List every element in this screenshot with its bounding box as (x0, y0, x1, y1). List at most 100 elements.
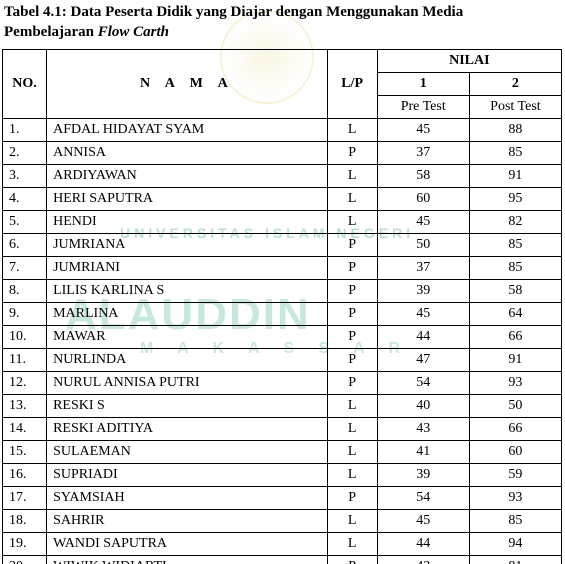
cell-lp: P (327, 486, 377, 509)
table-row: 11.NURLINDAP4791 (3, 348, 562, 371)
cell-nama: HERI SAPUTRA (47, 187, 328, 210)
cell-pretest: 40 (377, 394, 469, 417)
cell-posttest: 94 (469, 532, 561, 555)
table-row: 3.ARDIYAWANL5891 (3, 164, 562, 187)
cell-lp: L (327, 417, 377, 440)
table-head: NO. N A M A L/P NILAI 1 2 Pre Test Post … (3, 49, 562, 118)
cell-posttest: 93 (469, 371, 561, 394)
cell-pretest: 54 (377, 486, 469, 509)
cell-lp: P (327, 141, 377, 164)
cell-posttest: 50 (469, 394, 561, 417)
cell-nama: NURLINDA (47, 348, 328, 371)
cell-pretest: 54 (377, 371, 469, 394)
cell-posttest: 81 (469, 555, 561, 564)
cell-posttest: 58 (469, 279, 561, 302)
cell-nama: SUPRIADI (47, 463, 328, 486)
table-row: 17.SYAMSIAHP5493 (3, 486, 562, 509)
cell-nama: WIWIK WIDIARTI (47, 555, 328, 564)
cell-pretest: 37 (377, 141, 469, 164)
content: Tabel 4.1: Data Peserta Didik yang Diaja… (0, 0, 565, 564)
caption-line1: Tabel 4.1: Data Peserta Didik yang Diaja… (4, 4, 463, 20)
cell-no: 15. (3, 440, 47, 463)
table-row: 18.SAHRIRL4585 (3, 509, 562, 532)
header-nama: N A M A (47, 49, 328, 118)
cell-no: 2. (3, 141, 47, 164)
cell-nama: AFDAL HIDAYAT SYAM (47, 118, 328, 141)
cell-no: 19. (3, 532, 47, 555)
cell-nama: ARDIYAWAN (47, 164, 328, 187)
table-row: 8.LILIS KARLINA SP3958 (3, 279, 562, 302)
cell-no: 14. (3, 417, 47, 440)
data-table: NO. N A M A L/P NILAI 1 2 Pre Test Post … (2, 49, 562, 564)
cell-pretest: 45 (377, 118, 469, 141)
cell-posttest: 66 (469, 417, 561, 440)
table-row: 4.HERI SAPUTRAL6095 (3, 187, 562, 210)
table-row: 12.NURUL ANNISA PUTRIP5493 (3, 371, 562, 394)
cell-lp: P (327, 371, 377, 394)
cell-posttest: 95 (469, 187, 561, 210)
caption-line2-italic: Flow Carth (98, 24, 169, 40)
cell-pretest: 45 (377, 302, 469, 325)
cell-lp: L (327, 394, 377, 417)
cell-no: 1. (3, 118, 47, 141)
cell-pretest: 60 (377, 187, 469, 210)
cell-lp: P (327, 325, 377, 348)
header-nilai: NILAI (377, 49, 561, 72)
table-row: 10.MAWARP4466 (3, 325, 562, 348)
table-row: 2.ANNISAP3785 (3, 141, 562, 164)
table-row: 9.MARLINAP4564 (3, 302, 562, 325)
cell-no: 12. (3, 371, 47, 394)
cell-no: 11. (3, 348, 47, 371)
table-body: 1.AFDAL HIDAYAT SYAML45882.ANNISAP37853.… (3, 118, 562, 564)
cell-posttest: 85 (469, 233, 561, 256)
cell-no: 16. (3, 463, 47, 486)
cell-lp: P (327, 233, 377, 256)
header-posttest: Post Test (469, 95, 561, 118)
cell-posttest: 91 (469, 348, 561, 371)
cell-lp: L (327, 440, 377, 463)
cell-lp: P (327, 348, 377, 371)
cell-no: 8. (3, 279, 47, 302)
cell-pretest: 58 (377, 164, 469, 187)
cell-posttest: 85 (469, 141, 561, 164)
cell-posttest: 85 (469, 256, 561, 279)
cell-posttest: 60 (469, 440, 561, 463)
table-row: 16.SUPRIADIL3959 (3, 463, 562, 486)
cell-nama: JUMRIANI (47, 256, 328, 279)
table-row: 13.RESKI SL4050 (3, 394, 562, 417)
cell-no: 4. (3, 187, 47, 210)
cell-pretest: 43 (377, 555, 469, 564)
cell-lp: L (327, 210, 377, 233)
cell-posttest: 88 (469, 118, 561, 141)
caption-line2-plain: Pembelajaran (4, 24, 98, 40)
cell-pretest: 44 (377, 532, 469, 555)
cell-lp: L (327, 187, 377, 210)
cell-posttest: 85 (469, 509, 561, 532)
cell-lp: P (327, 256, 377, 279)
table-row: 5.HENDIL4582 (3, 210, 562, 233)
cell-pretest: 41 (377, 440, 469, 463)
cell-no: 20. (3, 555, 47, 564)
cell-lp: L (327, 532, 377, 555)
cell-nama: RESKI ADITIYA (47, 417, 328, 440)
cell-pretest: 44 (377, 325, 469, 348)
header-lp: L/P (327, 49, 377, 118)
table-row: 1.AFDAL HIDAYAT SYAML4588 (3, 118, 562, 141)
cell-lp: L (327, 118, 377, 141)
cell-nama: NURUL ANNISA PUTRI (47, 371, 328, 394)
cell-lp: P (327, 555, 377, 564)
cell-no: 13. (3, 394, 47, 417)
cell-pretest: 39 (377, 279, 469, 302)
header-no: NO. (3, 49, 47, 118)
cell-lp: L (327, 509, 377, 532)
cell-lp: P (327, 279, 377, 302)
cell-pretest: 43 (377, 417, 469, 440)
cell-nama: RESKI S (47, 394, 328, 417)
cell-posttest: 82 (469, 210, 561, 233)
cell-nama: ANNISA (47, 141, 328, 164)
cell-pretest: 39 (377, 463, 469, 486)
table-row: 6.JUMRIANAP5085 (3, 233, 562, 256)
cell-lp: L (327, 164, 377, 187)
cell-pretest: 37 (377, 256, 469, 279)
cell-nama: MARLINA (47, 302, 328, 325)
